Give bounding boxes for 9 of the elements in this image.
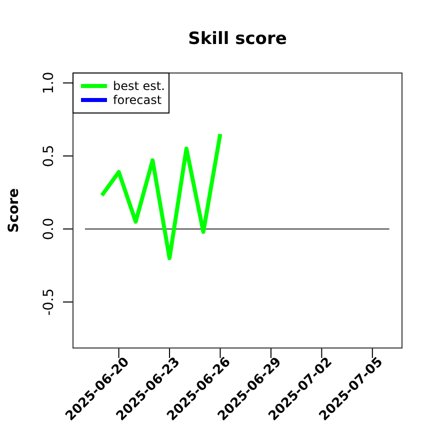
legend-label: best est.	[113, 79, 165, 93]
line-series	[100, 132, 222, 260]
legend-label: forecast	[113, 93, 162, 107]
y-axis-title: Score	[6, 188, 22, 233]
y-tick-label: -0.5	[41, 288, 57, 316]
y-tick-label: 0.5	[41, 144, 57, 168]
chart-title: Skill score	[188, 29, 287, 49]
y-tick-label: 0.0	[41, 218, 57, 240]
y-tick-label: 1.0	[41, 72, 57, 94]
